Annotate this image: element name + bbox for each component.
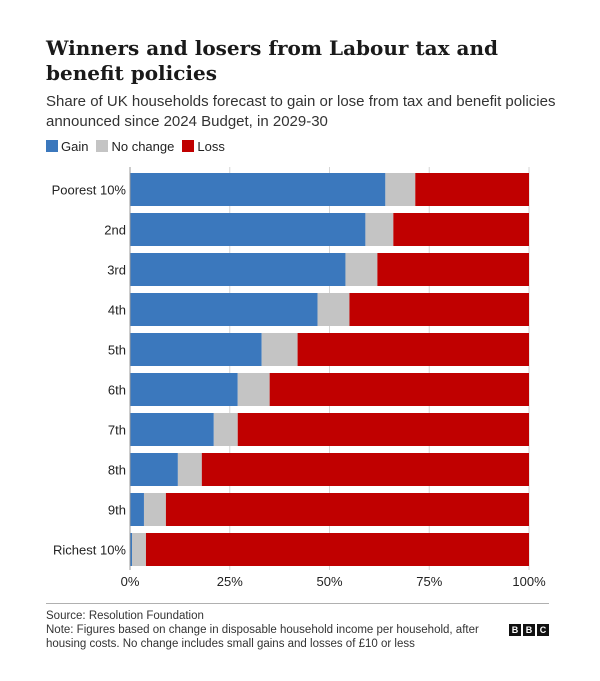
bar-segment-no-change — [385, 173, 416, 206]
x-tick-label: 25% — [217, 574, 243, 589]
bar-segment-no-change — [143, 493, 166, 526]
x-tick-label: 50% — [316, 574, 342, 589]
bar-segment-no-change — [131, 533, 146, 566]
bar-segment-loss — [297, 333, 529, 366]
bar-segment-gain — [130, 493, 144, 526]
bar-segment-loss — [393, 213, 529, 246]
stacked-bar-chart: Poorest 10% 2nd 3rd 4th 5th 6th 7th 8th 9th Riche… — [52, 167, 546, 589]
chart-title: Winners and losers from Labour tax and b… — [46, 36, 498, 85]
bar-segment-no-change — [345, 253, 378, 286]
chart-subtitle: Share of UK households forecast to gain … — [46, 93, 556, 130]
category-label: 5th — [108, 343, 126, 358]
bar-segment-loss — [145, 533, 529, 566]
bbc-logo-letter: B — [509, 624, 521, 636]
category-label: 4th — [108, 303, 126, 318]
footer-divider — [46, 603, 549, 604]
bar-segment-gain — [130, 253, 346, 286]
legend-item-gain: Gain — [46, 139, 88, 154]
x-tick-label: 75% — [416, 574, 442, 589]
category-label: 8th — [108, 463, 126, 478]
note-text: Note: Figures based on change in disposa… — [46, 624, 479, 650]
legend-swatch-loss — [182, 140, 195, 152]
legend-swatch-gain — [46, 140, 58, 152]
bar-segment-gain — [130, 373, 238, 406]
bar-segment-no-change — [261, 333, 298, 366]
category-label: 6th — [108, 383, 126, 398]
x-tick-label: 0% — [121, 574, 140, 589]
legend: Gain No change Loss — [46, 138, 233, 154]
category-label: Richest 10% — [53, 543, 126, 558]
bar-segment-no-change — [365, 213, 394, 246]
category-label: 9th — [108, 503, 126, 518]
legend-label-gain: Gain — [61, 138, 89, 154]
legend-item-loss: Loss — [182, 138, 225, 154]
bar-segment-gain — [130, 293, 318, 326]
bar-segment-loss — [237, 413, 530, 446]
bar-segment-no-change — [317, 293, 350, 326]
bar-segment-gain — [130, 413, 214, 446]
category-label: Poorest 10% — [52, 183, 127, 198]
footer: Source: Resolution Foundation Note: Figu… — [46, 609, 496, 651]
bar-segment-loss — [377, 253, 529, 286]
bar-segment-no-change — [213, 413, 238, 446]
x-tick-label: 100% — [512, 574, 546, 589]
bar-segment-gain — [130, 453, 178, 486]
category-label: 3rd — [107, 263, 126, 278]
bar-segment-loss — [165, 493, 529, 526]
bbc-logo-letter: B — [523, 624, 535, 636]
bar-segment-loss — [269, 373, 529, 406]
bar-segment-loss — [201, 453, 529, 486]
bar-segment-gain — [130, 533, 132, 566]
bar-segment-gain — [130, 173, 386, 206]
bar-segment-loss — [415, 173, 529, 206]
category-label: 2nd — [104, 223, 126, 238]
source-text: Source: Resolution Foundation — [46, 610, 204, 622]
legend-swatch-no-change — [96, 140, 109, 152]
category-label: 7th — [108, 423, 126, 438]
bar-segment-gain — [130, 333, 262, 366]
bbc-logo-letter: C — [537, 624, 549, 636]
bar-segment-no-change — [237, 373, 270, 406]
bbc-logo: B B C — [507, 624, 549, 636]
legend-label-loss: Loss — [197, 138, 225, 154]
legend-item-no-change: No change — [96, 139, 174, 154]
bar-segment-no-change — [177, 453, 202, 486]
bar-segment-gain — [130, 213, 366, 246]
legend-label-no-change: No change — [111, 138, 175, 154]
bar-segment-loss — [349, 293, 529, 326]
